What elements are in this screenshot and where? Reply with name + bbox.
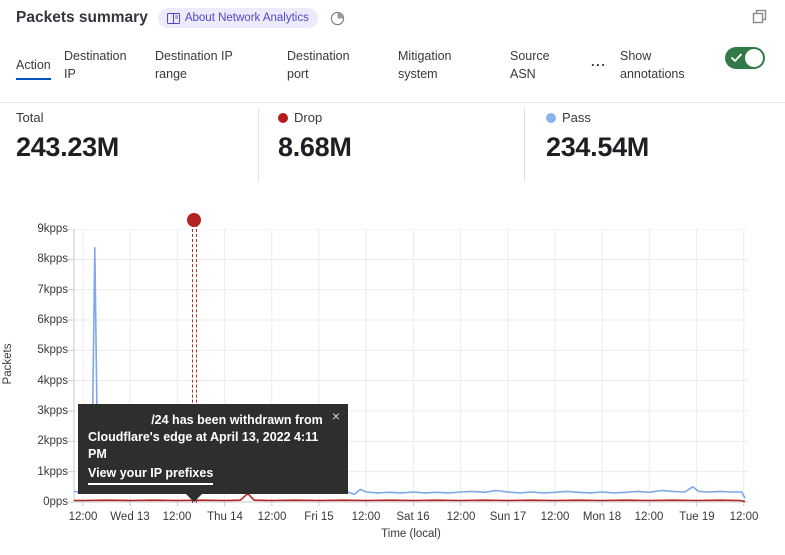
y-tick: 4kpps [37,375,68,387]
expand-icon[interactable] [752,9,767,29]
y-tick: 8kpps [37,253,68,265]
tab-destination-ip-range[interactable]: Destination IP range [155,49,233,81]
x-tick: 12:00 [68,511,98,523]
stat-pass-label: Pass [562,110,591,125]
page-title: Packets summary [16,9,148,26]
tooltip-message-line2: Cloudflare's edge at April 13, 2022 4:11… [88,430,319,461]
annotation-marker[interactable] [186,213,201,227]
x-tick: Thu 14 [207,511,243,523]
x-tick: Sun 17 [489,511,527,523]
stat-separator [258,108,259,182]
x-tick: 12:00 [351,511,381,523]
x-tick: Fri 15 [304,511,334,523]
y-tick: 0pps [43,496,68,508]
badge-label: About Network Analytics [184,12,309,24]
y-tick: 3kpps [37,405,68,417]
card-header: Packets summary About Network Analytics [16,8,345,28]
tab-mitigation-system[interactable]: Mitigation system [398,49,452,81]
stat-drop-label: Drop [294,110,323,125]
y-tick: 6kpps [37,314,68,326]
x-axis-title: Time (local) [381,528,441,540]
x-tick: 12:00 [162,511,192,523]
tooltip-message-line1: /24 has been withdrawn from [151,413,323,427]
x-tick: Wed 13 [110,511,150,523]
annotation-line [192,224,198,503]
book-icon [166,12,180,24]
stat-separator [524,108,525,182]
show-annotations-label: Show annotations [620,49,685,81]
tab-destination-ip[interactable]: Destination IP [64,49,127,81]
pie-clock-icon[interactable] [330,11,345,26]
stat-pass-value: 234.54M [546,132,649,162]
stat-drop: Drop 8.68M [278,110,352,163]
stats-divider [0,102,785,103]
x-tick: 12:00 [257,511,287,523]
annotation-tooltip: × /24 has been withdrawn from Cloudflare… [78,404,348,502]
y-tick: 1kpps [37,466,68,478]
y-tick: 9kpps [37,223,68,235]
show-annotations-toggle[interactable] [725,47,765,69]
x-tick: Mon 18 [582,511,622,523]
about-network-analytics-badge[interactable]: About Network Analytics [157,8,318,28]
tab-action[interactable]: Action [16,56,51,80]
x-tick: 12:00 [729,511,759,523]
drop-legend-dot [278,112,288,123]
x-tick: 12:00 [634,511,664,523]
pass-legend-dot [546,112,556,123]
tab-destination-port[interactable]: Destination port [287,49,350,81]
stat-total-label: Total [16,110,44,125]
tooltip-arrow [185,494,202,502]
x-tick: 12:00 [540,511,570,523]
x-tick: Sat 16 [396,511,430,523]
stat-total: Total 243.23M [16,110,119,163]
y-tick: 7kpps [37,284,68,296]
y-tick: 2kpps [37,435,68,447]
close-icon[interactable]: × [331,408,340,424]
stat-drop-value: 8.68M [278,132,352,162]
tab-source-asn[interactable]: Source ASN [510,49,550,81]
x-tick: 12:00 [446,511,476,523]
y-axis-title: Packets [2,343,14,385]
stat-pass: Pass 234.54M [546,110,649,163]
view-ip-prefixes-link[interactable]: View your IP prefixes [88,465,214,485]
stat-total-value: 243.23M [16,132,119,162]
x-tick: Tue 19 [679,511,715,523]
y-tick: 5kpps [37,344,68,356]
toggle-knob [745,49,763,67]
more-tabs-button[interactable]: ... [591,54,607,69]
